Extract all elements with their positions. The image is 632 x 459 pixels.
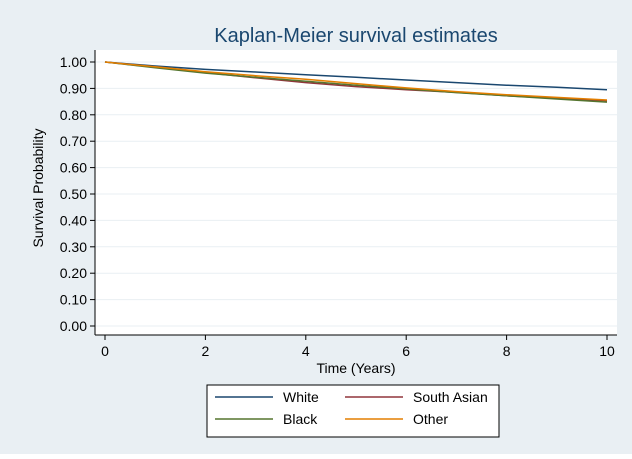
- y-tick-label: 0.10: [60, 292, 87, 308]
- x-tick-label: 2: [202, 343, 210, 359]
- y-tick-label: 0.90: [60, 80, 87, 96]
- y-tick-label: 0.80: [60, 107, 87, 123]
- legend-label-white: White: [283, 389, 319, 405]
- y-tick-label: 0.20: [60, 265, 87, 281]
- y-tick-label: 0.60: [60, 160, 87, 176]
- y-tick-label: 1.00: [60, 54, 87, 70]
- x-tick-label: 4: [302, 343, 310, 359]
- x-axis-label: Time (Years): [316, 360, 395, 376]
- legend: White South Asian Black Other: [206, 384, 500, 438]
- y-tick-label: 0.40: [60, 212, 87, 228]
- series-line-black: [104, 61, 608, 103]
- legend-label-other: Other: [413, 411, 448, 427]
- y-tick-label: 0.00: [60, 318, 87, 334]
- chart-title: Kaplan-Meier survival estimates: [214, 25, 497, 47]
- y-tick-label: 0.30: [60, 239, 87, 255]
- y-axis-label: Survival Probability: [30, 128, 46, 247]
- series-line-other: [104, 61, 608, 101]
- series-line-white: [104, 61, 608, 91]
- x-tick-label: 6: [402, 343, 410, 359]
- legend-box: [206, 384, 500, 438]
- x-tick-label: 10: [599, 343, 615, 359]
- y-tick-label: 0.70: [60, 133, 87, 149]
- legend-label-south-asian: South Asian: [413, 389, 488, 405]
- legend-label-black: Black: [283, 411, 318, 427]
- x-tick-label: 0: [101, 343, 109, 359]
- y-tick-label: 0.50: [60, 186, 87, 202]
- x-tick-label: 8: [503, 343, 511, 359]
- plot-background: [95, 50, 617, 335]
- plot-area: 0.00 0.10 0.20 0.30 0.40 0.50 0.60 0.70 0.80 0.90…: [60, 50, 617, 359]
